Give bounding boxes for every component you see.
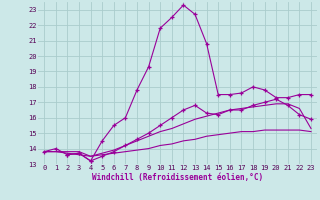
X-axis label: Windchill (Refroidissement éolien,°C): Windchill (Refroidissement éolien,°C)	[92, 173, 263, 182]
